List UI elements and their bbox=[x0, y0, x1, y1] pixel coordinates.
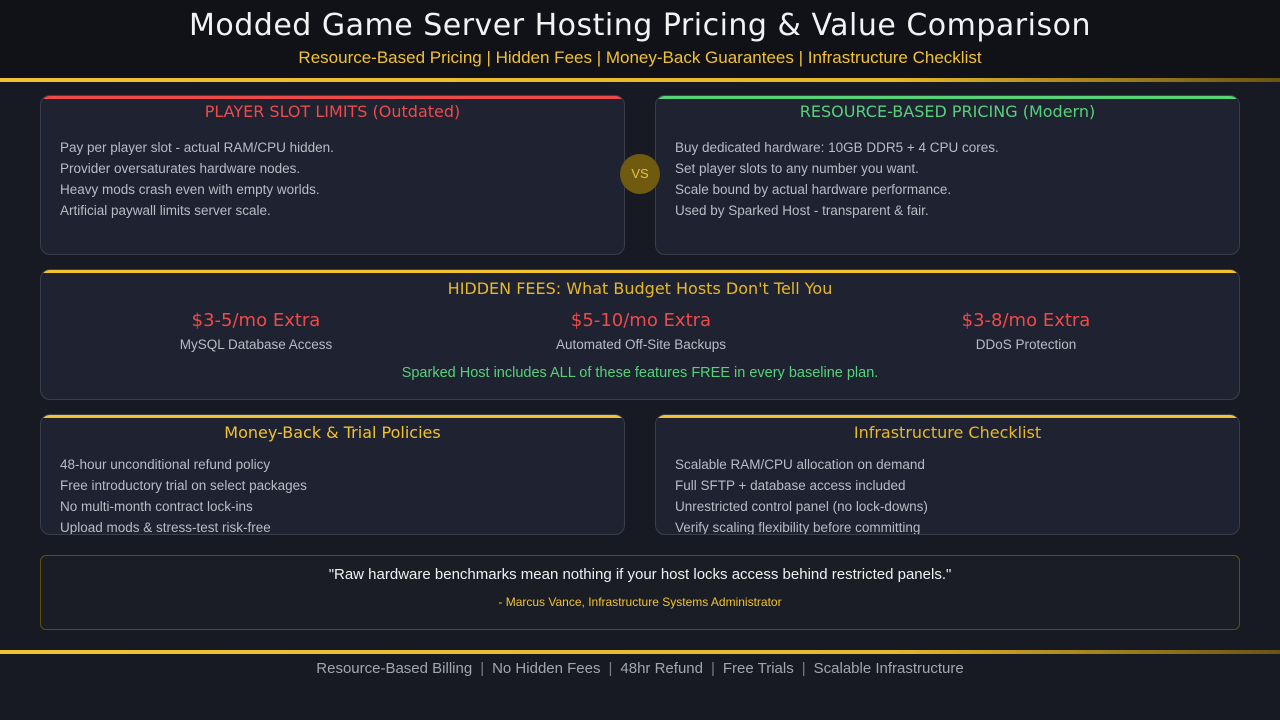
resource-pricing-list: Buy dedicated hardware: 10GB DDR5 + 4 CP… bbox=[675, 137, 999, 221]
page-subtitle: Resource-Based Pricing | Hidden Fees | M… bbox=[298, 48, 982, 67]
fee-item-ddos: $3-8/mo Extra DDoS Protection bbox=[876, 310, 1176, 352]
fee-label: MySQL Database Access bbox=[179, 337, 333, 352]
fee-label: Automated Off-Site Backups bbox=[555, 337, 727, 352]
footer-separator: | bbox=[710, 660, 715, 677]
slot-limits-list: Pay per player slot - actual RAM/CPU hid… bbox=[60, 137, 334, 221]
list-item: Unrestricted control panel (no lock-down… bbox=[675, 499, 928, 514]
card-accent-bar bbox=[41, 96, 624, 99]
slot-limits-card: PLAYER SLOT LIMITS (Outdated) Pay per pl… bbox=[40, 95, 625, 255]
hidden-fees-card: HIDDEN FEES: What Budget Hosts Don't Tel… bbox=[40, 269, 1240, 400]
page-header: Modded Game Server Hosting Pricing & Val… bbox=[0, 0, 1280, 78]
list-item: Set player slots to any number you want. bbox=[675, 161, 919, 176]
list-item: Verify scaling flexibility before commit… bbox=[675, 520, 921, 535]
card-accent-bar bbox=[656, 415, 1239, 418]
footer-separator: | bbox=[801, 660, 806, 677]
footer-item: Resource-Based Billing bbox=[316, 660, 473, 677]
slot-limits-title: PLAYER SLOT LIMITS (Outdated) bbox=[204, 102, 461, 121]
header-divider bbox=[0, 78, 1280, 82]
hidden-fees-title: HIDDEN FEES: What Budget Hosts Don't Tel… bbox=[447, 279, 833, 298]
footer-divider bbox=[0, 650, 1280, 654]
list-item: Scale bound by actual hardware performan… bbox=[675, 182, 952, 197]
quote-author: - Marcus Vance, Infrastructure Systems A… bbox=[498, 595, 782, 609]
card-accent-bar bbox=[41, 270, 1239, 273]
footer-separator: | bbox=[480, 660, 485, 677]
footer-item: Scalable Infrastructure bbox=[813, 660, 964, 677]
quote-text: "Raw hardware benchmarks mean nothing if… bbox=[328, 566, 952, 583]
fee-label: DDoS Protection bbox=[975, 337, 1077, 352]
footer: Resource-Based Billing | No Hidden Fees | 48… bbox=[0, 660, 1280, 677]
infrastructure-list: Scalable RAM/CPU allocation on demand Fu… bbox=[675, 454, 928, 535]
quote-box: "Raw hardware benchmarks mean nothing if… bbox=[40, 555, 1240, 630]
list-item: No multi-month contract lock-ins bbox=[60, 499, 253, 514]
footer-item: No Hidden Fees bbox=[492, 660, 601, 677]
list-item: Upload mods & stress-test risk-free bbox=[60, 520, 271, 535]
page-title: Modded Game Server Hosting Pricing & Val… bbox=[189, 8, 1091, 43]
money-back-card: Money-Back & Trial Policies 48-hour unco… bbox=[40, 414, 625, 535]
list-item: Full SFTP + database access included bbox=[675, 478, 906, 493]
money-back-list: 48-hour unconditional refund policy Free… bbox=[60, 454, 307, 535]
infrastructure-title: Infrastructure Checklist bbox=[853, 423, 1042, 442]
fee-price: $3-5/mo Extra bbox=[191, 310, 321, 331]
footer-separator: | bbox=[608, 660, 613, 677]
fee-item-backups: $5-10/mo Extra Automated Off-Site Backup… bbox=[491, 310, 791, 352]
list-item: 48-hour unconditional refund policy bbox=[60, 457, 271, 472]
list-item: Buy dedicated hardware: 10GB DDR5 + 4 CP… bbox=[675, 140, 999, 155]
money-back-title: Money-Back & Trial Policies bbox=[224, 423, 441, 442]
resource-pricing-card: RESOURCE-BASED PRICING (Modern) Buy dedi… bbox=[655, 95, 1240, 255]
list-item: Provider oversaturates hardware nodes. bbox=[60, 161, 301, 176]
list-item: Heavy mods crash even with empty worlds. bbox=[60, 182, 320, 197]
footer-item: 48hr Refund bbox=[620, 660, 703, 677]
list-item: Pay per player slot - actual RAM/CPU hid… bbox=[60, 140, 334, 155]
list-item: Scalable RAM/CPU allocation on demand bbox=[675, 457, 925, 472]
footer-item: Free Trials bbox=[722, 660, 794, 677]
list-item: Artificial paywall limits server scale. bbox=[60, 203, 271, 218]
card-accent-bar bbox=[41, 415, 624, 418]
fee-price: $3-8/mo Extra bbox=[961, 310, 1091, 331]
card-accent-bar bbox=[656, 96, 1239, 99]
list-item: Used by Sparked Host - transparent & fai… bbox=[675, 203, 929, 218]
list-item: Free introductory trial on select packag… bbox=[60, 478, 307, 493]
fee-price: $5-10/mo Extra bbox=[570, 310, 712, 331]
hidden-fees-note: Sparked Host includes ALL of these featu… bbox=[401, 365, 879, 381]
vs-badge: VS bbox=[620, 154, 660, 194]
resource-pricing-title: RESOURCE-BASED PRICING (Modern) bbox=[799, 102, 1096, 121]
fee-item-mysql: $3-5/mo Extra MySQL Database Access bbox=[106, 310, 406, 352]
infrastructure-card: Infrastructure Checklist Scalable RAM/CP… bbox=[655, 414, 1240, 535]
